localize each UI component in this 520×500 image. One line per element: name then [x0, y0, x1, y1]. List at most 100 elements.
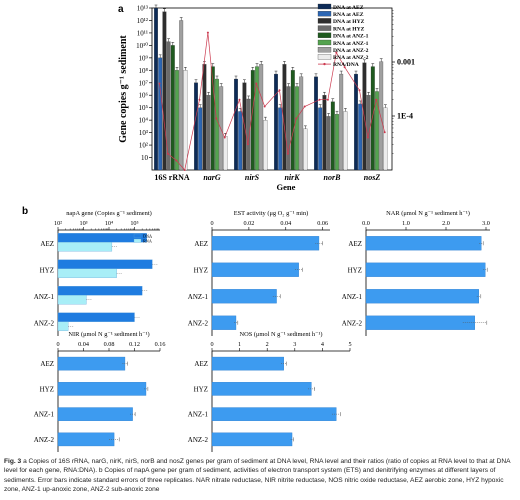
bar-a: [318, 107, 323, 171]
bar-a: [326, 116, 331, 171]
y-tick-label-a: 10⁴: [139, 117, 149, 125]
x-tick-label-3: 0.0: [362, 220, 370, 227]
x-axis-label-4: NIR (μmol N g⁻¹ sediment h⁻¹): [68, 331, 149, 338]
ratio-point: [295, 117, 298, 120]
legend-ratio-point: [323, 62, 326, 66]
bar-2: [211, 315, 237, 330]
figure-canvas: a 1010²10³10⁴10⁵10⁶10⁷10⁸10⁹10¹⁰10¹¹10¹²…: [22, 3, 490, 452]
x-tick-label-a: narG: [203, 173, 221, 182]
x-tick-label-4: 0: [56, 341, 59, 348]
bar-3: [365, 315, 476, 330]
legend-swatch-a: [317, 11, 332, 17]
bar-5: [211, 407, 337, 421]
bar-a: [215, 78, 219, 171]
category-label-3: HYZ: [348, 266, 362, 274]
category-label-2: AEZ: [194, 240, 208, 248]
panel-b-label: b: [22, 206, 28, 217]
bar-1: [57, 295, 87, 305]
bar-4: [57, 432, 115, 447]
x-tick-label-3: 3.0: [482, 220, 490, 227]
legend-swatch-a: [317, 39, 332, 46]
x-tick-label-5: 0: [210, 341, 213, 348]
legend-swatch-a: [317, 32, 332, 38]
bar-2: [211, 262, 299, 277]
legend-ratio-label: RNA/DNA: [333, 62, 359, 68]
x-tick-label-4: 0.12: [129, 341, 140, 348]
bar-a: [219, 86, 224, 171]
legend-swatch-a: [317, 54, 332, 60]
bar-a: [379, 61, 384, 171]
legend-swatch-a: [317, 3, 332, 10]
legend-swatch-a: [317, 18, 332, 24]
bar-1: [57, 286, 143, 296]
category-label-3: ANZ-2: [342, 319, 363, 327]
ratio-point: [223, 136, 226, 139]
x-tick-label-a: nirS: [245, 173, 260, 182]
chart-nar: NAR (μmol N g⁻¹ sediment h⁻¹) 0.0 1.0 2.0 3.…: [342, 210, 490, 336]
chart-a: 10 10² 10³ 10⁴ 10⁵ 10⁶ 10⁷ 10⁸ 10⁹ 10¹⁰ 10¹¹ 10¹² 10…: [118, 3, 415, 192]
legend-label-a: DNA at AEZ: [333, 5, 364, 11]
bar-a: [194, 82, 198, 171]
ratio-point: [358, 89, 361, 92]
bar-a: [343, 111, 348, 171]
ratio-point: [326, 98, 329, 101]
x-tick-label-2: 0.06: [317, 220, 328, 227]
ratio-point: [335, 51, 338, 54]
bar-a: [162, 11, 167, 171]
legend-label-a: DNA at ANZ-1: [333, 34, 369, 40]
category-label-5: AEZ: [194, 360, 208, 368]
x-tick-label-3: 2.0: [442, 220, 450, 227]
ratio-point: [175, 159, 178, 162]
x-tick-label-1: 10⁴: [105, 220, 113, 227]
plot-frame-a: [151, 7, 393, 171]
y-tick-label-a: 10⁷: [139, 79, 149, 87]
category-label-4: AEZ: [40, 360, 54, 368]
ratio-point: [263, 105, 266, 108]
bar-a: [358, 103, 363, 171]
bar-1: [57, 312, 135, 322]
legend-swatch-a: [317, 47, 332, 53]
bar-a: [314, 76, 318, 171]
bar-1: [57, 233, 147, 243]
x-tick-label-a: nirK: [284, 173, 300, 182]
bar-1: [57, 242, 113, 252]
bar-a: [202, 64, 207, 171]
bar-a: [223, 136, 228, 171]
category-label-4: ANZ-1: [34, 411, 55, 419]
bar-a: [370, 66, 375, 171]
x-tick-label-4: 0.04: [78, 341, 89, 348]
bar-a: [295, 86, 299, 171]
bar-a: [354, 73, 358, 171]
bar-a: [183, 70, 188, 171]
caption-figure-number: Fig. 3: [4, 458, 22, 465]
x-tick-label-5: 3: [293, 341, 296, 348]
ratio-line: [159, 32, 386, 171]
bar-4: [57, 382, 147, 396]
chart-est: EST activity (μg O₂ g⁻¹ min) 0 0.02 0.04 0.0…: [188, 210, 330, 336]
bar-a: [246, 98, 251, 171]
bar-a: [290, 70, 295, 171]
x-tick-label-5: 1: [238, 341, 241, 348]
x-axis-label-2: EST activity (μg O₂ g⁻¹ min): [234, 210, 309, 217]
bar-5: [211, 382, 312, 396]
legend-label-1: DNA: [143, 233, 152, 238]
bar-a: [330, 101, 335, 171]
bar-a: [322, 95, 327, 171]
bar-a: [339, 73, 344, 171]
legend-label-a: RNA at AEZ: [333, 12, 364, 18]
bar-5: [211, 356, 284, 371]
x-tick-label-5: 5: [348, 341, 351, 348]
y2-tick-label-a: 1E-4: [397, 112, 413, 121]
chart-napa: napA gene (Copies g⁻¹ sediment) 10² 10³ 10⁴…: [34, 210, 160, 336]
panel-a-label: a: [118, 4, 124, 15]
ratio-point: [375, 98, 378, 101]
category-label-1: ANZ-1: [34, 293, 55, 301]
category-label-1: AEZ: [40, 240, 54, 248]
x-tick-label-a: nosZ: [364, 173, 381, 182]
x-tick-label-3: 1.0: [402, 220, 410, 227]
ratio-point: [166, 152, 169, 155]
legend-swatch-a: [317, 25, 332, 31]
x-tick-label-4: 0.08: [104, 341, 115, 348]
category-label-2: ANZ-2: [188, 319, 209, 327]
x-tick-label-1: 10³: [79, 220, 87, 227]
